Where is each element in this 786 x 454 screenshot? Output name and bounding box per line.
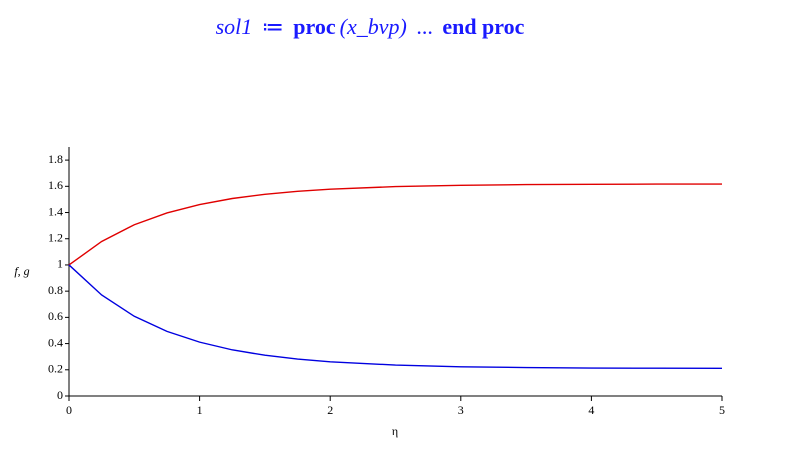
keyword: proc (293, 14, 336, 39)
y-tick-label: 0.2 (48, 362, 63, 376)
ellipsis: ... (416, 14, 433, 39)
x-axis-label: η (392, 424, 398, 438)
x-tick-label: 1 (197, 403, 203, 417)
y-tick-label: 0 (57, 388, 63, 402)
y-tick-label: 0.6 (48, 309, 63, 323)
end-keyword: end proc (442, 14, 525, 39)
y-tick-label: 0.8 (48, 283, 63, 297)
assign: ≔ (261, 14, 284, 39)
x-tick-label: 2 (327, 403, 333, 417)
y-tick-label: 1.4 (48, 204, 63, 218)
y-axis-label: f, g (14, 264, 29, 278)
y-tick-label: 1.2 (48, 230, 63, 244)
line-series (68, 264, 723, 370)
y-tick-label: 1.8 (48, 152, 63, 166)
line-series (68, 183, 722, 266)
x-tick-label: 3 (458, 403, 464, 417)
output-header: sol1 ≔ proc (x_bvp) ... end proc (0, 14, 740, 40)
params: (x_bvp) (339, 14, 407, 39)
x-tick-label: 5 (719, 403, 725, 417)
x-tick-label: 4 (588, 403, 594, 417)
y-tick-label: 1.6 (48, 178, 63, 192)
lhs: sol1 (215, 14, 253, 39)
y-tick-label: 1 (57, 257, 63, 271)
x-tick-label: 0 (66, 403, 72, 417)
y-tick-label: 0.4 (48, 335, 63, 349)
